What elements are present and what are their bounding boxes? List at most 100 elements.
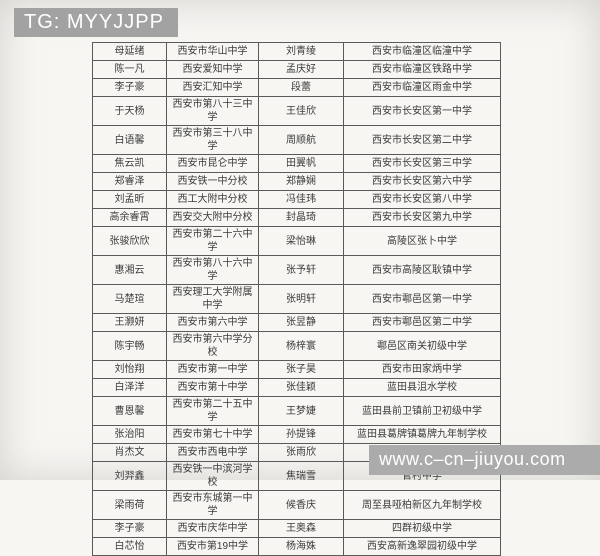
cell-student-name-left: 于天杨 [92, 96, 167, 126]
cell-student-name-right: 梁怡琳 [258, 226, 344, 256]
cell-school-right: 周至县哑柏新区九年制学校 [343, 490, 501, 520]
cell-student-name-right: 郑静娴 [258, 172, 344, 191]
table-row: 白芯怡 西安市第19中学 杨海姝 西安高新逸翠园初级中学 [92, 537, 501, 556]
cell-student-name-left: 刘羿鑫 [92, 461, 167, 491]
cell-student-name-left: 刘孟昕 [92, 190, 167, 209]
cell-school-right: 高陵区张卜中学 [343, 226, 501, 256]
table-row: 王灏妍 西安市第六中学 张昱静 西安市鄠邑区第二中学 [92, 313, 501, 332]
cell-school-left: 西安汇知中学 [166, 78, 259, 97]
cell-student-name-left: 梁雨荷 [92, 490, 167, 520]
cell-school-left: 西安市第三十八中学 [166, 125, 259, 155]
cell-student-name-right: 张佳颖 [258, 378, 344, 397]
cell-school-left: 西安市东城第一中学 [166, 490, 259, 520]
cell-school-right: 蓝田县沮水学校 [343, 378, 501, 397]
table-row: 白语馨 西安市第三十八中学 周顺航 西安市长安区第二中学 [92, 125, 501, 155]
results-table-body: 母延绪 西安市华山中学 刘青绫 西安市临潼区临潼中学 陈一凡 西安爱知中学 孟庆… [92, 42, 501, 556]
cell-school-right: 西安市长安区第六中学 [343, 172, 501, 191]
cell-student-name-left: 李子豪 [92, 78, 167, 97]
cell-school-left: 西安市第十中学 [166, 378, 259, 397]
cell-school-right: 西安市高陵区耿镇中学 [343, 255, 501, 285]
table-row: 陈一凡 西安爱知中学 孟庆好 西安市临潼区铁路中学 [92, 60, 501, 79]
cell-school-left: 西安市昆仑中学 [166, 154, 259, 173]
cell-school-left: 西安市第19中学 [166, 537, 259, 556]
cell-student-name-left: 白芯怡 [92, 537, 167, 556]
site-watermark: www.c–cn–jiuyou.com [369, 445, 600, 475]
cell-school-right: 蓝田县葛牌镇葛牌九年制学校 [343, 425, 501, 444]
cell-student-name-right: 杨海姝 [258, 537, 344, 556]
cell-student-name-right: 张子昊 [258, 360, 344, 379]
cell-student-name-right: 焦瑞雪 [258, 461, 344, 491]
cell-student-name-left: 陈一凡 [92, 60, 167, 79]
cell-student-name-left: 李子豪 [92, 519, 167, 538]
cell-student-name-right: 张予轩 [258, 255, 344, 285]
cell-student-name-right: 周顺航 [258, 125, 344, 155]
cell-school-left: 西工大附中分校 [166, 190, 259, 209]
cell-student-name-left: 肖杰文 [92, 443, 167, 462]
cell-school-left: 西安市第二十五中学 [166, 396, 259, 426]
cell-student-name-left: 白语馨 [92, 125, 167, 155]
table-row: 焦云凯 西安市昆仑中学 田翼帆 西安市长安区第三中学 [92, 154, 501, 173]
cell-school-left: 西安市西电中学 [166, 443, 259, 462]
cell-school-right: 四群初级中学 [343, 519, 501, 538]
cell-student-name-left: 白泽洋 [92, 378, 167, 397]
table-row: 母延绪 西安市华山中学 刘青绫 西安市临潼区临潼中学 [92, 42, 501, 61]
cell-school-left: 西安市第七十中学 [166, 425, 259, 444]
cell-school-right: 西安市长安区第一中学 [343, 96, 501, 126]
table-row: 曹恩馨 西安市第二十五中学 王梦婕 蓝田县前卫镇前卫初级中学 [92, 396, 501, 426]
table-row: 张骏欣欣 西安市第二十六中学 梁怡琳 高陵区张卜中学 [92, 226, 501, 256]
cell-school-left: 西安市第六中学 [166, 313, 259, 332]
cell-student-name-left: 张治阳 [92, 425, 167, 444]
cell-school-left: 西安市第二十六中学 [166, 226, 259, 256]
cell-school-right: 西安市鄠邑区第二中学 [343, 313, 501, 332]
cell-student-name-right: 冯佳玮 [258, 190, 344, 209]
cell-student-name-left: 陈宇畅 [92, 331, 167, 361]
cell-student-name-right: 杨梓寰 [258, 331, 344, 361]
cell-student-name-left: 母延绪 [92, 42, 167, 61]
cell-school-left: 西安铁一中分校 [166, 172, 259, 191]
cell-school-left: 西安爱知中学 [166, 60, 259, 79]
table-row: 于天杨 西安市第八十三中学 王佳欣 西安市长安区第一中学 [92, 96, 501, 126]
cell-student-name-left: 张骏欣欣 [92, 226, 167, 256]
cell-school-right: 西安市临潼区铁路中学 [343, 60, 501, 79]
cell-school-left: 西安市第一中学 [166, 360, 259, 379]
cell-school-left: 西安铁一中滨河学校 [166, 461, 259, 491]
table-row: 刘怡翔 西安市第一中学 张子昊 西安市田家炳中学 [92, 360, 501, 379]
cell-school-right: 西安市长安区第二中学 [343, 125, 501, 155]
results-table: 母延绪 西安市华山中学 刘青绫 西安市临潼区临潼中学 陈一凡 西安爱知中学 孟庆… [92, 42, 501, 556]
table-row: 李子豪 西安汇知中学 段蕾 西安市临潼区雨金中学 [92, 78, 501, 97]
cell-school-right: 西安高新逸翠园初级中学 [343, 537, 501, 556]
cell-school-left: 西安理工大学附属中学 [166, 284, 259, 314]
cell-student-name-left: 刘怡翔 [92, 360, 167, 379]
cell-student-name-right: 王奥森 [258, 519, 344, 538]
cell-school-right: 鄠邑区南关初级中学 [343, 331, 501, 361]
table-row: 郑睿泽 西安铁一中分校 郑静娴 西安市长安区第六中学 [92, 172, 501, 191]
table-row: 马楚瑄 西安理工大学附属中学 张明轩 西安市鄠邑区第一中学 [92, 284, 501, 314]
table-row: 梁雨荷 西安市东城第一中学 候香庆 周至县哑柏新区九年制学校 [92, 490, 501, 520]
cell-school-left: 西安市第八十六中学 [166, 255, 259, 285]
cell-student-name-right: 王梦婕 [258, 396, 344, 426]
tg-watermark-badge: TG: MYYJJPP [14, 8, 178, 37]
table-row: 刘孟昕 西工大附中分校 冯佳玮 西安市长安区第八中学 [92, 190, 501, 209]
cell-student-name-left: 马楚瑄 [92, 284, 167, 314]
cell-student-name-left: 高余睿霄 [92, 208, 167, 227]
cell-student-name-right: 张昱静 [258, 313, 344, 332]
cell-student-name-right: 孙提锋 [258, 425, 344, 444]
cell-student-name-right: 孟庆好 [258, 60, 344, 79]
cell-student-name-left: 王灏妍 [92, 313, 167, 332]
cell-student-name-right: 刘青绫 [258, 42, 344, 61]
cell-school-right: 西安市田家炳中学 [343, 360, 501, 379]
cell-student-name-right: 田翼帆 [258, 154, 344, 173]
cell-student-name-right: 张雨欣 [258, 443, 344, 462]
cell-school-right: 西安市临潼区临潼中学 [343, 42, 501, 61]
cell-student-name-left: 焦云凯 [92, 154, 167, 173]
cell-student-name-right: 封晶琦 [258, 208, 344, 227]
cell-student-name-right: 张明轩 [258, 284, 344, 314]
table-row: 白泽洋 西安市第十中学 张佳颖 蓝田县沮水学校 [92, 378, 501, 397]
cell-student-name-right: 候香庆 [258, 490, 344, 520]
cell-school-right: 西安市长安区第八中学 [343, 190, 501, 209]
cell-school-left: 西安市第六中学分校 [166, 331, 259, 361]
cell-student-name-left: 惠湘云 [92, 255, 167, 285]
cell-school-right: 西安市长安区第九中学 [343, 208, 501, 227]
cell-school-left: 西安交大附中分校 [166, 208, 259, 227]
cell-school-right: 蓝田县前卫镇前卫初级中学 [343, 396, 501, 426]
